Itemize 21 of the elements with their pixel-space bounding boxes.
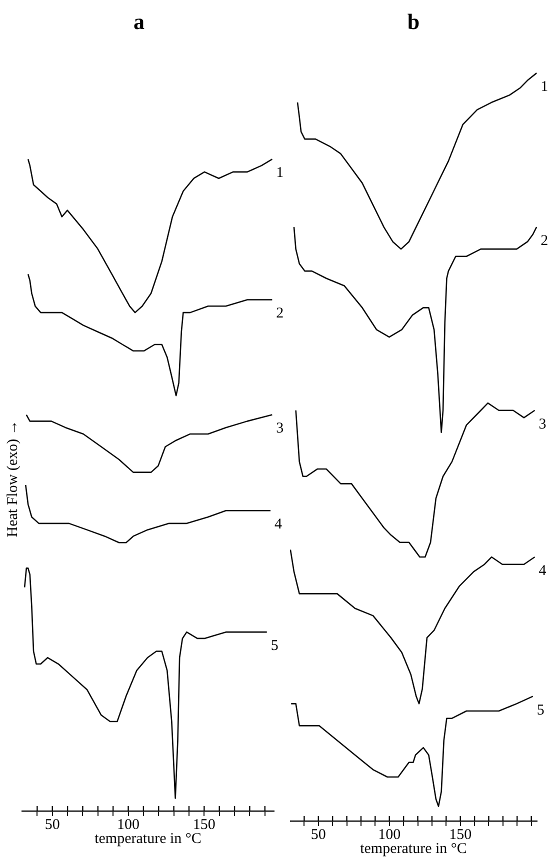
series-label: 2 <box>540 232 548 249</box>
series-label: 2 <box>276 306 284 322</box>
series-label: 5 <box>536 702 544 718</box>
y-axis-title: Heat Flow (exo) → <box>4 420 21 538</box>
series-label: 1 <box>540 79 548 96</box>
x-tick-label: 50 <box>44 816 60 833</box>
x-axis-title: temperature in °C <box>94 830 202 847</box>
series-label: 5 <box>270 638 278 654</box>
x-tick-label: 150 <box>192 816 216 833</box>
x-tick-label: 50 <box>310 826 326 843</box>
x-tick-label: 100 <box>117 816 140 833</box>
series-label: 3 <box>538 416 546 432</box>
series-label: 3 <box>276 420 284 437</box>
x-tick-label: 150 <box>449 826 472 843</box>
x-axis-title: temperature in °C <box>360 840 467 857</box>
x-tick-label: 100 <box>378 826 401 843</box>
series-label: 4 <box>274 516 283 533</box>
series-label: 1 <box>276 165 284 182</box>
chart-title: a <box>134 8 144 34</box>
series-label: 4 <box>538 562 547 579</box>
chart-title: b <box>407 8 420 34</box>
